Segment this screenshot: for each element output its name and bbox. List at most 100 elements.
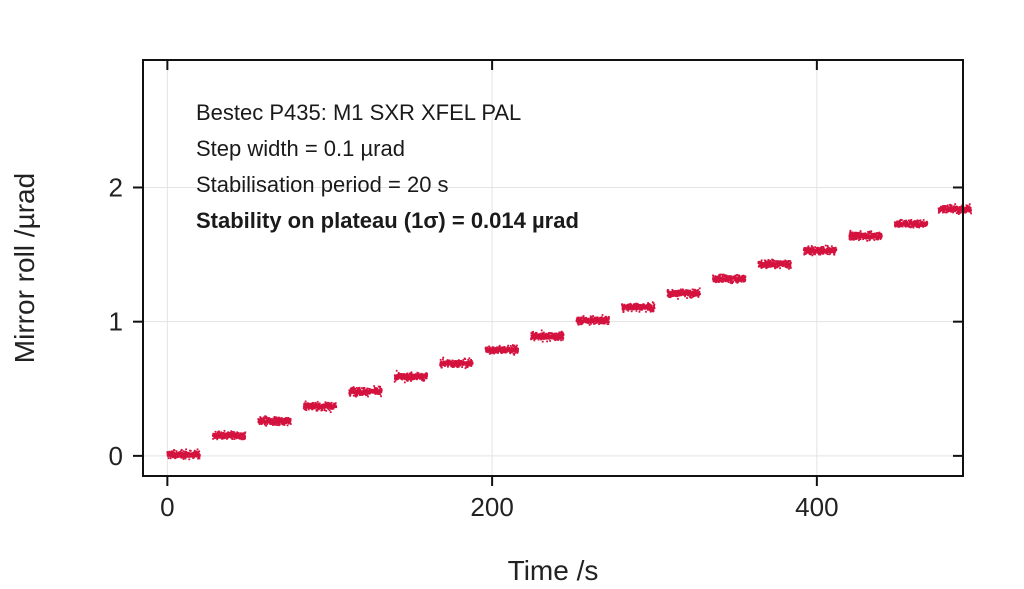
data-point [874,234,876,237]
data-point [265,417,267,419]
data-point [555,332,558,335]
data-point [698,291,701,293]
data-point [273,421,276,424]
data-point [582,321,585,324]
data-point [819,247,822,250]
data-point [511,350,513,353]
data-point [737,281,740,283]
data-point [789,260,792,263]
data-point [471,362,474,365]
data-point [559,337,562,340]
data-point [855,238,857,240]
data-point [405,373,408,376]
data-point [265,415,268,418]
x-axis-title: Time /s [508,555,599,586]
data-point [492,346,495,349]
plateau-17 [893,218,929,229]
data-point [966,204,969,207]
data-point [275,419,277,422]
data-point [259,416,262,418]
data-point [169,450,171,453]
data-point [592,315,594,317]
data-point [379,393,382,396]
plateau-9 [530,329,565,343]
data-point [860,236,863,239]
data-point [724,275,727,278]
data-point [394,379,397,382]
data-point [589,316,592,319]
data-point [261,422,264,425]
data-point [516,350,519,353]
data-point [967,210,970,213]
data-point [767,259,770,261]
data-point [457,363,460,366]
data-point [257,418,260,420]
data-point [822,252,825,255]
data-point [674,292,677,295]
data-point [542,331,545,334]
data-point [561,335,564,338]
data-point [653,307,656,310]
data-point [872,232,875,235]
data-point [496,346,499,349]
data-point [490,352,493,355]
data-point [861,232,864,235]
data-point [905,219,908,222]
data-point [669,290,672,293]
data-point [590,322,592,325]
data-point [957,207,960,210]
data-point [406,380,409,382]
data-point [627,309,630,312]
data-point [775,265,778,268]
data-point [314,402,317,404]
data-point [268,417,271,420]
data-point [418,375,421,378]
data-point [355,387,358,389]
data-point [303,404,306,407]
data-point [357,392,359,395]
data-point [325,402,328,405]
data-point [546,340,549,343]
plateau-7 [439,356,474,370]
data-point [789,261,792,264]
data-point [267,420,269,423]
data-point [324,406,327,408]
data-point [456,366,459,369]
data-point [453,361,456,364]
x-tick-label: 200 [470,492,513,522]
data-point [305,409,308,412]
data-point [697,296,700,298]
data-point [907,225,910,228]
data-point [511,344,514,346]
data-point [601,314,604,316]
data-point [808,251,811,254]
data-point [674,291,677,293]
data-point [178,455,180,458]
data-point [363,387,366,389]
data-point [760,259,763,262]
data-point [926,222,929,224]
data-point [244,435,247,438]
data-point [329,403,332,406]
data-point [514,348,517,351]
data-point [859,238,862,240]
data-point [937,211,940,214]
data-point [783,263,786,266]
data-point [826,252,828,254]
data-point [952,211,954,214]
data-point [562,332,565,335]
data-point [913,224,916,227]
data-point [223,430,226,432]
data-point [555,334,558,337]
data-point [425,377,428,379]
data-point [539,333,542,336]
grid-lines [143,60,963,476]
data-point [513,344,516,347]
data-point [918,226,921,229]
data-point [323,408,326,411]
data-point [359,388,362,391]
data-point [830,247,832,250]
data-point [856,237,859,240]
